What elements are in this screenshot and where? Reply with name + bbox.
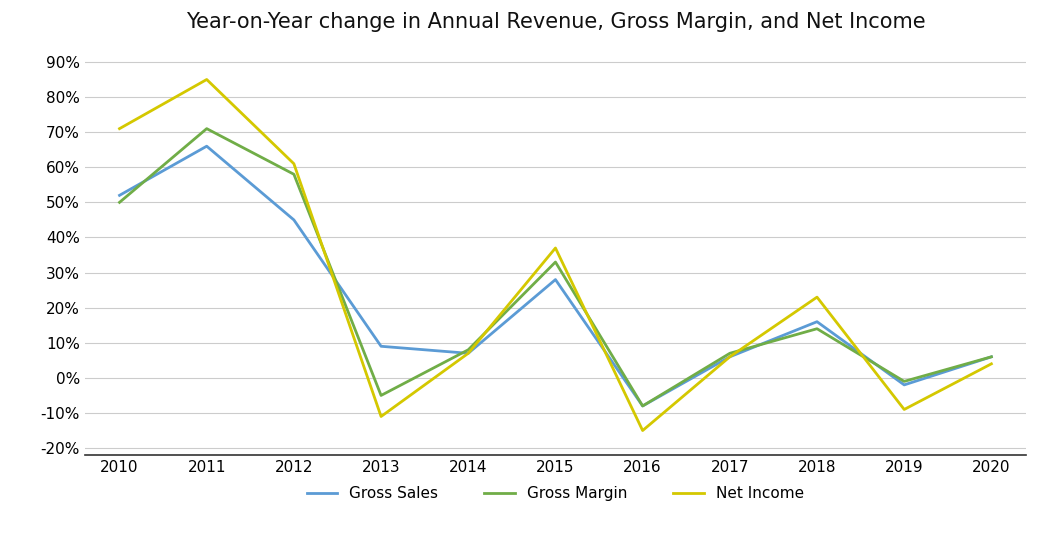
Net Income bbox=[113, 125, 126, 132]
Gross Sales bbox=[810, 319, 823, 325]
Gross Sales bbox=[462, 350, 475, 357]
Net Income bbox=[636, 427, 649, 434]
Gross Margin bbox=[636, 402, 649, 409]
Net Income bbox=[549, 245, 562, 251]
Gross Margin bbox=[200, 125, 213, 132]
Gross Sales bbox=[724, 354, 736, 360]
Gross Sales bbox=[985, 354, 998, 360]
Net Income bbox=[462, 350, 475, 357]
Legend: Gross Sales, Gross Margin, Net Income: Gross Sales, Gross Margin, Net Income bbox=[299, 479, 811, 509]
Gross Margin bbox=[549, 259, 562, 265]
Gross Margin bbox=[810, 325, 823, 332]
Net Income bbox=[200, 76, 213, 83]
Gross Sales bbox=[636, 402, 649, 409]
Gross Margin bbox=[724, 350, 736, 357]
Title: Year-on-Year change in Annual Revenue, Gross Margin, and Net Income: Year-on-Year change in Annual Revenue, G… bbox=[185, 12, 926, 32]
Gross Sales bbox=[375, 343, 387, 350]
Gross Margin bbox=[898, 378, 911, 385]
Gross Margin bbox=[375, 392, 387, 398]
Net Income bbox=[985, 361, 998, 367]
Net Income bbox=[288, 160, 300, 167]
Line: Gross Margin: Gross Margin bbox=[120, 129, 991, 406]
Line: Gross Sales: Gross Sales bbox=[120, 146, 991, 406]
Gross Sales bbox=[549, 276, 562, 283]
Net Income bbox=[375, 413, 387, 420]
Gross Sales bbox=[113, 192, 126, 199]
Gross Margin bbox=[462, 346, 475, 353]
Net Income bbox=[724, 354, 736, 360]
Gross Margin bbox=[288, 171, 300, 178]
Net Income bbox=[810, 294, 823, 300]
Gross Margin bbox=[985, 354, 998, 360]
Gross Margin bbox=[113, 199, 126, 206]
Line: Net Income: Net Income bbox=[120, 79, 991, 431]
Gross Sales bbox=[898, 382, 911, 388]
Net Income bbox=[898, 406, 911, 413]
Gross Sales bbox=[288, 216, 300, 223]
Gross Sales bbox=[200, 143, 213, 149]
